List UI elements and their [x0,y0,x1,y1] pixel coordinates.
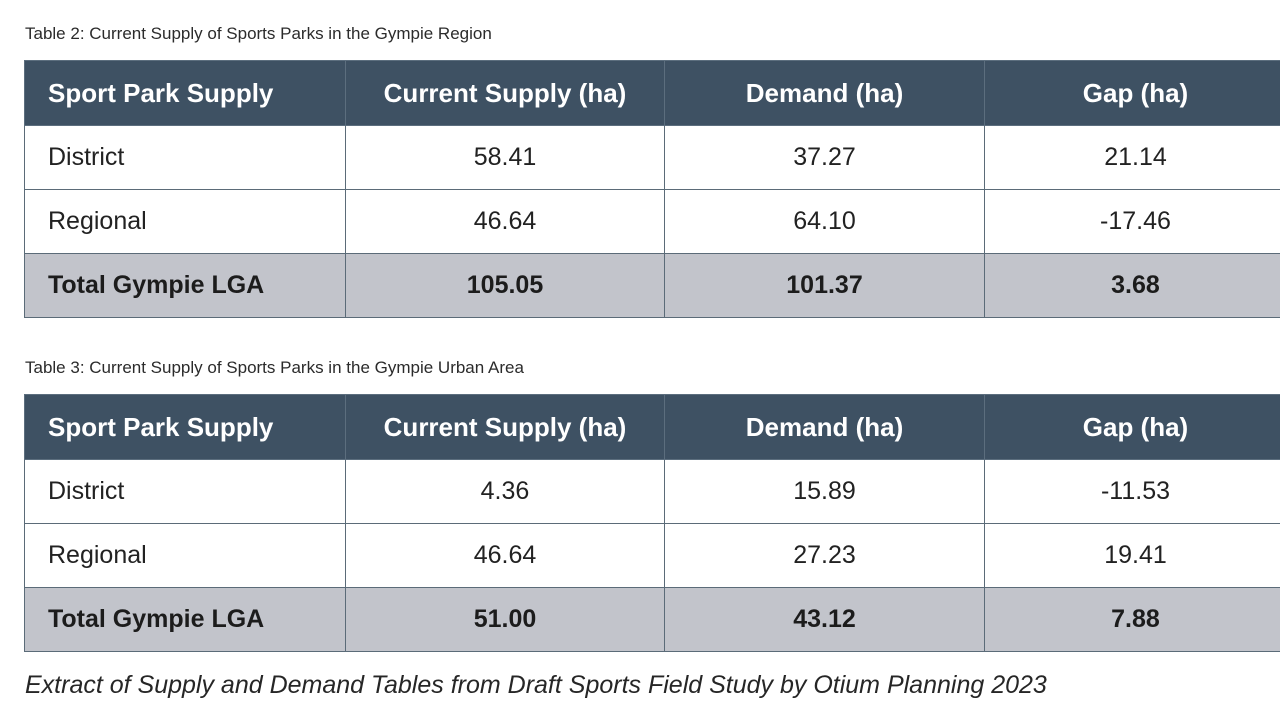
table-row: Regional 46.64 64.10 -17.46 [24,189,1280,254]
table-total-row: Total Gympie LGA 105.05 101.37 3.68 [24,253,1280,318]
cell-current-supply: 58.41 [345,125,665,190]
header-sport-park-supply: Sport Park Supply [24,60,346,126]
cell-gap: 21.14 [984,125,1280,190]
cell-demand: 101.37 [664,253,985,318]
cell-gap-negative: -17.46 [984,189,1280,254]
header-sport-park-supply: Sport Park Supply [24,394,346,460]
cell-current-supply: 51.00 [345,587,665,652]
cell-gap: 3.68 [984,253,1280,318]
table-total-row: Total Gympie LGA 51.00 43.12 7.88 [24,587,1280,652]
header-gap: Gap (ha) [984,60,1280,126]
table-2-caption: Table 2: Current Supply of Sports Parks … [25,24,492,43]
table-header-row: Sport Park Supply Current Supply (ha) De… [24,60,1280,126]
cell-category: Regional [24,523,346,588]
table-3-caption: Table 3: Current Supply of Sports Parks … [25,358,524,377]
table-row: District 58.41 37.27 21.14 [24,125,1280,190]
cell-category: Total Gympie LGA [24,587,346,652]
cell-demand: 64.10 [664,189,985,254]
source-note: Extract of Supply and Demand Tables from… [25,671,1047,699]
cell-current-supply: 46.64 [345,523,665,588]
table-row: Regional 46.64 27.23 19.41 [24,523,1280,588]
cell-category: Total Gympie LGA [24,253,346,318]
table-2-gympie-region: Sport Park Supply Current Supply (ha) De… [24,60,1280,318]
cell-demand: 37.27 [664,125,985,190]
cell-category: District [24,459,346,524]
table-3-gympie-urban-area: Sport Park Supply Current Supply (ha) De… [24,394,1280,652]
cell-gap: 7.88 [984,587,1280,652]
cell-gap-negative: -11.53 [984,459,1280,524]
table-row: District 4.36 15.89 -11.53 [24,459,1280,524]
cell-category: Regional [24,189,346,254]
cell-category: District [24,125,346,190]
cell-current-supply: 4.36 [345,459,665,524]
header-demand: Demand (ha) [664,60,985,126]
cell-current-supply: 105.05 [345,253,665,318]
header-demand: Demand (ha) [664,394,985,460]
cell-demand: 43.12 [664,587,985,652]
header-current-supply: Current Supply (ha) [345,394,665,460]
header-current-supply: Current Supply (ha) [345,60,665,126]
cell-demand: 15.89 [664,459,985,524]
header-gap: Gap (ha) [984,394,1280,460]
table-header-row: Sport Park Supply Current Supply (ha) De… [24,394,1280,460]
cell-current-supply: 46.64 [345,189,665,254]
cell-gap: 19.41 [984,523,1280,588]
cell-demand: 27.23 [664,523,985,588]
